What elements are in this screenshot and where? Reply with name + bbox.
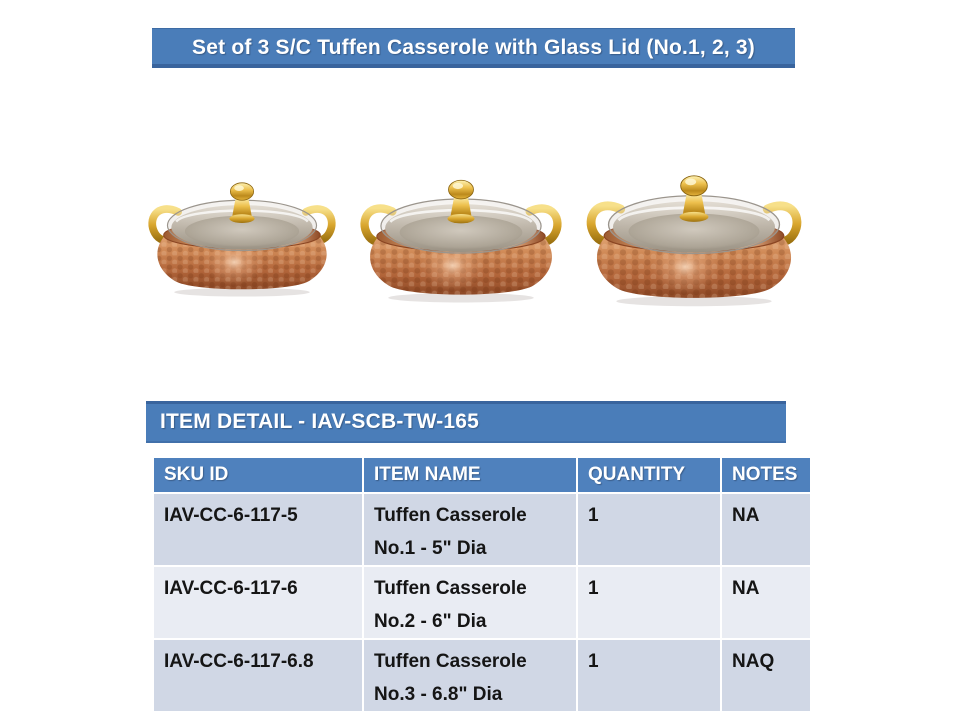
notes-cell: NA bbox=[722, 494, 810, 565]
notes-cell: NA bbox=[722, 567, 810, 638]
item-name-line1: Tuffen Casserole bbox=[374, 651, 527, 672]
table-row: IAV-CC-6-117-6.8 Tuffen Casserole No.3 -… bbox=[154, 640, 810, 711]
column-header-sku-id: SKU ID bbox=[154, 458, 362, 492]
notes-cell: NAQ bbox=[722, 640, 810, 711]
column-header-quantity: QUANTITY bbox=[578, 458, 720, 492]
item-detail-header: ITEM DETAIL - IAV-SCB-TW-165 bbox=[146, 401, 786, 443]
page-title: Set of 3 S/C Tuffen Casserole with Glass… bbox=[152, 28, 795, 68]
casserole-large-icon bbox=[583, 169, 805, 308]
sku-cell: IAV-CC-6-117-5 bbox=[154, 494, 362, 565]
item-name-line2: No.1 - 5" Dia bbox=[374, 538, 487, 559]
column-header-notes: NOTES bbox=[722, 458, 810, 492]
item-name-cell: Tuffen Casserole No.3 - 6.8" Dia bbox=[364, 640, 576, 711]
item-detail-table: SKU ID ITEM NAME QUANTITY NOTES IAV-CC-6… bbox=[152, 456, 812, 713]
casserole-medium-icon bbox=[357, 174, 565, 304]
table-row: IAV-CC-6-117-6 Tuffen Casserole No.2 - 6… bbox=[154, 567, 810, 638]
item-name-cell: Tuffen Casserole No.1 - 5" Dia bbox=[364, 494, 576, 565]
table-row: IAV-CC-6-117-5 Tuffen Casserole No.1 - 5… bbox=[154, 494, 810, 565]
product-image bbox=[145, 158, 805, 308]
sku-cell: IAV-CC-6-117-6 bbox=[154, 567, 362, 638]
item-name-line1: Tuffen Casserole bbox=[374, 505, 527, 526]
column-header-item-name: ITEM NAME bbox=[364, 458, 576, 492]
item-name-line2: No.2 - 6" Dia bbox=[374, 611, 487, 632]
item-name-line2: No.3 - 6.8" Dia bbox=[374, 684, 503, 705]
casserole-small-icon bbox=[145, 177, 339, 298]
quantity-cell: 1 bbox=[578, 567, 720, 638]
table-header-row: SKU ID ITEM NAME QUANTITY NOTES bbox=[154, 458, 810, 492]
item-name-line1: Tuffen Casserole bbox=[374, 578, 527, 599]
sku-cell: IAV-CC-6-117-6.8 bbox=[154, 640, 362, 711]
item-name-cell: Tuffen Casserole No.2 - 6" Dia bbox=[364, 567, 576, 638]
quantity-cell: 1 bbox=[578, 640, 720, 711]
quantity-cell: 1 bbox=[578, 494, 720, 565]
